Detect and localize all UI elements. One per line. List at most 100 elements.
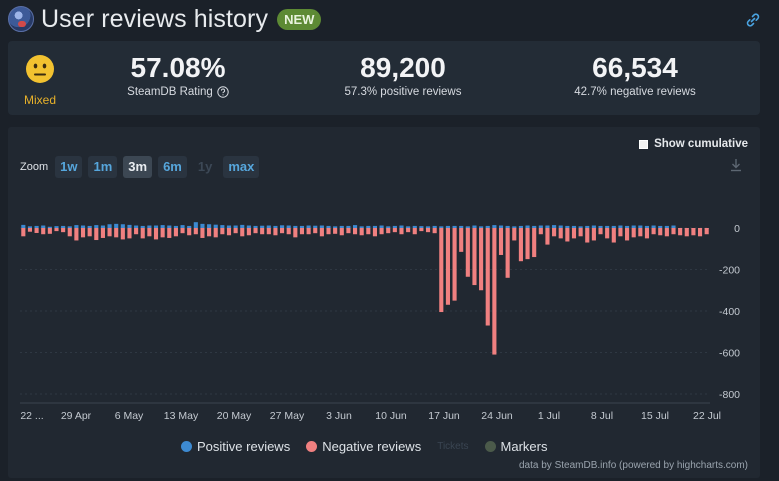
negative-bar[interactable] <box>412 228 417 235</box>
positive-bar[interactable] <box>465 226 470 228</box>
negative-bar[interactable] <box>697 228 703 237</box>
positive-bar[interactable] <box>127 224 132 228</box>
positive-bar[interactable] <box>220 225 225 228</box>
negative-bar[interactable] <box>452 228 457 301</box>
negative-bar[interactable] <box>678 228 683 236</box>
positive-bar[interactable] <box>313 225 318 228</box>
positive-bar[interactable] <box>339 225 344 228</box>
positive-bar[interactable] <box>107 224 112 228</box>
negative-bar[interactable] <box>114 228 119 238</box>
positive-bar[interactable] <box>352 225 358 228</box>
negative-bar[interactable] <box>293 228 298 238</box>
negative-bar[interactable] <box>74 228 79 241</box>
positive-bar[interactable] <box>439 226 444 228</box>
negative-bar[interactable] <box>299 228 305 235</box>
positive-bar[interactable] <box>432 225 437 228</box>
negative-bar[interactable] <box>439 228 444 313</box>
show-cumulative-toggle[interactable]: Show cumulative <box>639 138 748 150</box>
positive-bar[interactable] <box>306 225 311 228</box>
negative-bar[interactable] <box>286 228 291 235</box>
negative-bar[interactable] <box>346 228 351 234</box>
positive-bar[interactable] <box>505 225 510 228</box>
negative-bar[interactable] <box>425 228 431 233</box>
positive-bar[interactable] <box>293 225 298 228</box>
negative-bar[interactable] <box>147 228 152 237</box>
negative-bar[interactable] <box>558 228 563 239</box>
positive-bar[interactable] <box>333 226 338 228</box>
negative-bar[interactable] <box>313 228 318 234</box>
positive-bar[interactable] <box>518 225 523 228</box>
positive-bar[interactable] <box>644 225 650 228</box>
negative-bar[interactable] <box>21 228 26 237</box>
positive-bar[interactable] <box>180 225 185 228</box>
negative-bar[interactable] <box>459 228 464 252</box>
negative-bar[interactable] <box>67 228 72 237</box>
negative-bar[interactable] <box>87 228 92 237</box>
negative-bar[interactable] <box>80 228 86 238</box>
negative-bar[interactable] <box>34 228 39 233</box>
negative-bar[interactable] <box>120 228 125 240</box>
negative-bar[interactable] <box>233 228 238 234</box>
positive-bar[interactable] <box>114 223 119 228</box>
positive-bar[interactable] <box>578 226 583 228</box>
negative-bar[interactable] <box>472 228 477 286</box>
negative-bar[interactable] <box>432 228 437 234</box>
positive-bar[interactable] <box>246 225 251 228</box>
negative-bar[interactable] <box>333 228 338 234</box>
positive-bar[interactable] <box>147 225 152 228</box>
positive-bar[interactable] <box>286 225 291 228</box>
negative-bar[interactable] <box>379 228 384 235</box>
legend-hidden-series[interactable]: Tickets <box>437 441 468 452</box>
negative-bar[interactable] <box>618 228 623 237</box>
positive-bar[interactable] <box>120 224 125 228</box>
positive-bar[interactable] <box>87 225 92 228</box>
negative-bar[interactable] <box>180 228 185 234</box>
positive-bar[interactable] <box>498 225 504 228</box>
zoom-6m-button[interactable]: 6m <box>158 156 187 178</box>
positive-bar[interactable] <box>140 225 145 228</box>
negative-bar[interactable] <box>386 228 391 234</box>
positive-bar[interactable] <box>200 223 205 228</box>
positive-bar[interactable] <box>571 225 577 228</box>
legend-markers[interactable]: Markers <box>484 439 547 454</box>
negative-bar[interactable] <box>359 228 364 236</box>
negative-bar[interactable] <box>140 228 145 239</box>
negative-bar[interactable] <box>611 228 616 243</box>
zoom-1w-button[interactable]: 1w <box>55 156 83 178</box>
negative-bar[interactable] <box>485 228 490 326</box>
positive-bar[interactable] <box>54 226 59 228</box>
positive-bar[interactable] <box>386 226 391 228</box>
negative-bar[interactable] <box>61 228 66 233</box>
negative-bar[interactable] <box>246 228 251 236</box>
negative-bar[interactable] <box>352 228 358 235</box>
legend-positive[interactable]: Positive reviews <box>181 439 290 454</box>
positive-bar[interactable] <box>379 225 384 228</box>
negative-bar[interactable] <box>518 228 523 262</box>
negative-bar[interactable] <box>167 228 172 238</box>
negative-bar[interactable] <box>253 228 258 234</box>
positive-bar[interactable] <box>419 226 424 228</box>
positive-bar[interactable] <box>631 225 636 228</box>
positive-bar[interactable] <box>34 225 39 228</box>
positive-bar[interactable] <box>611 225 616 228</box>
negative-bar[interactable] <box>605 228 610 239</box>
negative-bar[interactable] <box>538 228 543 235</box>
positive-bar[interactable] <box>80 225 86 228</box>
positive-bar[interactable] <box>459 225 464 228</box>
negative-bar[interactable] <box>193 228 198 235</box>
positive-bar[interactable] <box>558 225 563 228</box>
positive-bar[interactable] <box>233 225 238 228</box>
negative-bar[interactable] <box>465 228 470 277</box>
negative-bar[interactable] <box>100 228 105 238</box>
link-icon[interactable] <box>745 12 761 28</box>
positive-bar[interactable] <box>425 226 431 228</box>
negative-bar[interactable] <box>585 228 590 243</box>
negative-bar[interactable] <box>704 228 709 235</box>
positive-bar[interactable] <box>299 225 305 228</box>
negative-bar[interactable] <box>127 228 132 239</box>
negative-bar[interactable] <box>525 228 530 260</box>
positive-bar[interactable] <box>346 225 351 228</box>
negative-bar[interactable] <box>306 228 311 235</box>
positive-bar[interactable] <box>372 225 378 228</box>
negative-bar[interactable] <box>512 228 517 241</box>
